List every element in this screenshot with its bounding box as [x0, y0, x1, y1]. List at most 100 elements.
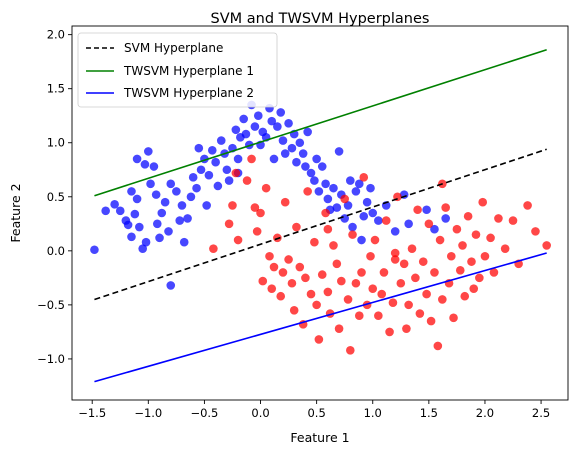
blue-point	[269, 154, 279, 164]
y-tick-label: 2.0	[47, 28, 65, 42]
red-point	[209, 244, 218, 253]
red-point	[231, 168, 241, 178]
scatter-points	[90, 100, 551, 355]
red-point	[348, 230, 357, 239]
blue-point	[164, 227, 173, 236]
red-point	[278, 268, 288, 277]
blue-point	[121, 216, 131, 225]
blue-point	[404, 219, 413, 229]
red-point	[252, 227, 262, 236]
red-point	[284, 255, 293, 264]
blue-point	[130, 209, 140, 219]
blue-point	[110, 200, 119, 209]
blue-point	[144, 147, 153, 156]
red-point	[321, 208, 330, 218]
red-point	[374, 311, 383, 320]
red-point	[354, 311, 364, 320]
red-point	[368, 284, 378, 293]
blue-point	[216, 136, 226, 145]
red-point	[422, 289, 431, 299]
red-point	[301, 273, 310, 283]
blue-point	[155, 233, 164, 243]
red-point	[337, 276, 346, 286]
x-tick-label: 1.0	[364, 406, 382, 420]
blue-point	[287, 143, 297, 153]
blue-point	[179, 237, 189, 247]
blue-point	[253, 111, 263, 121]
blue-point	[160, 197, 170, 207]
y-axis-ticks: −1.0 −0.5 0.0 0.5 1.0 1.5 2.0	[37, 28, 72, 366]
blue-point	[276, 108, 286, 117]
blue-point	[317, 162, 327, 171]
red-point	[289, 305, 299, 315]
red-point	[295, 262, 305, 272]
legend-label-twsvm-2: TWSVM Hyperplane 2	[123, 86, 254, 100]
blue-point	[151, 190, 161, 199]
y-tick-label: −0.5	[37, 298, 65, 312]
red-point	[317, 270, 327, 279]
blue-point	[132, 194, 142, 204]
blue-point	[301, 162, 310, 171]
blue-point	[127, 187, 136, 196]
blue-point	[323, 194, 333, 204]
x-axis-ticks: −1.5 −1.0 −0.5 0.0 0.5 1.0 1.5 2.0 2.5	[78, 400, 550, 420]
blue-point	[390, 227, 400, 236]
blue-point	[334, 147, 344, 156]
red-point	[292, 222, 301, 232]
blue-point	[231, 125, 241, 135]
red-point	[306, 289, 316, 299]
blue-point	[332, 203, 342, 212]
x-tick-label: 1.5	[420, 406, 438, 420]
blue-point	[374, 216, 383, 225]
x-tick-label: −1.5	[78, 406, 106, 420]
blue-point	[135, 222, 144, 232]
blue-point	[348, 222, 357, 232]
blue-point	[346, 176, 355, 185]
red-point	[449, 313, 458, 323]
red-point	[377, 289, 387, 299]
blue-point	[194, 143, 204, 153]
red-point	[233, 235, 243, 245]
red-point	[402, 324, 411, 333]
y-tick-label: 0.5	[47, 190, 65, 204]
blue-point	[222, 165, 232, 175]
blue-point	[90, 245, 99, 255]
x-axis-label: Feature 1	[290, 430, 349, 445]
svm-hyperplane-line	[94, 148, 547, 301]
x-tick-label: 2.5	[532, 406, 550, 420]
blue-point	[188, 173, 198, 182]
red-point	[224, 219, 234, 229]
blue-point	[224, 176, 234, 185]
red-point	[438, 295, 447, 304]
blue-point	[233, 154, 243, 164]
red-point	[523, 201, 532, 210]
red-point	[314, 335, 324, 344]
red-point	[411, 273, 420, 283]
y-tick-label: 0.0	[47, 244, 65, 258]
red-point	[435, 235, 445, 245]
red-point	[494, 214, 503, 223]
blue-point	[211, 157, 220, 167]
x-tick-label: 2.0	[476, 406, 494, 420]
blue-point	[303, 127, 312, 137]
red-point	[265, 251, 274, 261]
blue-point	[152, 219, 162, 229]
red-point	[340, 194, 349, 204]
blue-point	[241, 129, 251, 139]
red-point	[287, 278, 297, 288]
blue-point	[132, 154, 142, 164]
blue-point	[422, 205, 431, 215]
blue-point	[192, 183, 201, 193]
blue-point	[306, 168, 316, 178]
red-point	[463, 211, 473, 221]
red-point	[452, 224, 462, 234]
blue-point	[295, 138, 305, 148]
red-point	[489, 268, 499, 277]
blue-point	[101, 206, 110, 216]
blue-point	[250, 122, 260, 131]
blue-point	[284, 118, 293, 128]
blue-point	[172, 187, 181, 196]
blue-point	[196, 165, 206, 175]
blue-point	[141, 237, 151, 247]
